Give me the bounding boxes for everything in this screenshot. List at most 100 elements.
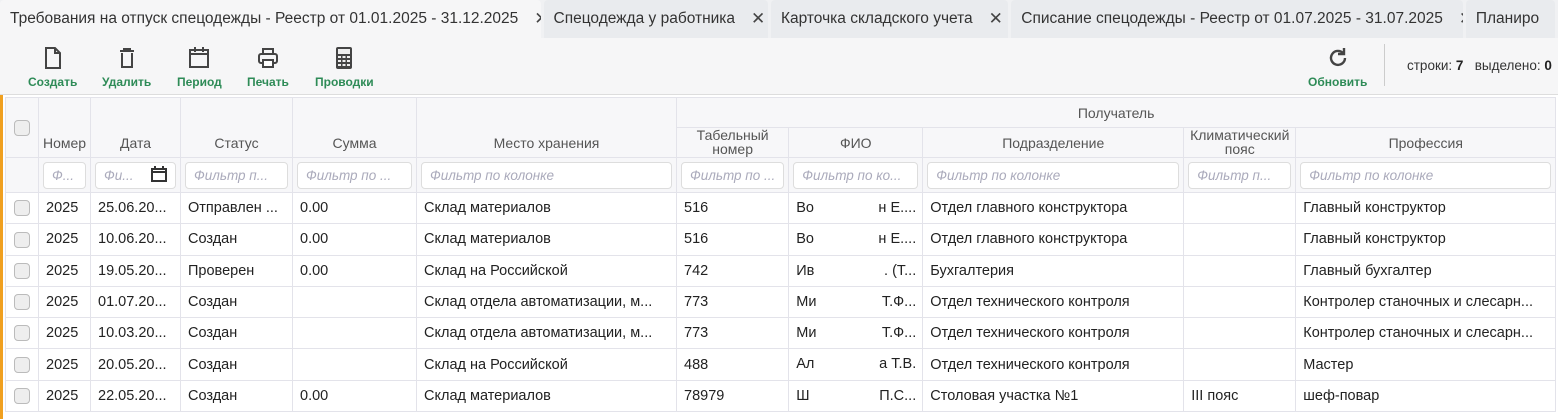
row-checkbox[interactable] [14, 262, 30, 279]
cell-tab-number: 773 [675, 317, 790, 350]
tab-writeoff-registry[interactable]: Списание спецодежды - Реестр от 01.07.20… [1011, 0, 1463, 38]
cell-fio: Ми Т.Ф... [788, 317, 924, 350]
filter-placeholder: Ф... [52, 167, 74, 183]
cell-profession: Контролер станочных и слесарн... [1295, 317, 1557, 350]
filter-cell: Фильтр по ... [675, 157, 790, 193]
filter-cell: Фильтр по колонке [1295, 157, 1557, 193]
row-checkbox[interactable] [14, 388, 30, 405]
cell-number: 2025 [38, 285, 91, 319]
header-sum[interactable]: Сумма [292, 97, 417, 158]
fio-end: н Е.... [878, 231, 917, 248]
filter-climate-zone-input[interactable]: Фильтр п... [1188, 161, 1292, 189]
calendar-icon[interactable] [151, 165, 167, 185]
fio-start: Ал [796, 356, 815, 373]
period-button[interactable]: Период [177, 46, 222, 89]
cell-climate-zone: III пояс [1183, 379, 1297, 413]
cell-profession: Главный бухгалтер [1295, 254, 1557, 287]
filter-tab-number-input[interactable]: Фильтр по ... [681, 161, 785, 189]
close-icon[interactable]: ✕ [988, 9, 1003, 28]
tab-planning[interactable]: Планиро [1465, 0, 1555, 38]
header-department[interactable]: Подразделение [922, 127, 1185, 158]
header-date[interactable]: Дата [90, 97, 181, 158]
filter-profession-input[interactable]: Фильтр по колонке [1300, 161, 1552, 189]
row-checkbox[interactable] [14, 200, 30, 217]
row-checkbox[interactable] [14, 356, 30, 373]
delete-button[interactable]: Удалить [102, 46, 151, 89]
header-fio[interactable]: ФИО [788, 127, 924, 158]
filter-placeholder: Фильтр по ... [690, 167, 776, 183]
filter-cell: Фильтр по ... [292, 157, 417, 193]
header-profession[interactable]: Профессия [1295, 127, 1557, 158]
refresh-label: Обновить [1308, 75, 1368, 89]
cell-storage: Склад материалов [416, 223, 677, 256]
row-select-cell [5, 191, 39, 225]
select-all-checkbox[interactable] [14, 120, 30, 137]
calculator-icon [336, 47, 353, 69]
header-storage[interactable]: Место хранения [416, 97, 677, 158]
tab-label: Спецодежда у работника [553, 10, 736, 27]
close-icon[interactable]: ✕ [1459, 9, 1463, 29]
table-row[interactable]: 2025 20.05.20... Создан Склад на Российской… [5, 348, 1557, 381]
print-button[interactable]: Печать [247, 46, 289, 89]
header-number[interactable]: Номер [38, 97, 91, 158]
filter-cell: Фильтр по колонке [922, 157, 1185, 193]
print-label: Печать [247, 75, 289, 89]
file-icon [44, 47, 61, 69]
row-select-cell [5, 223, 39, 256]
table-row[interactable]: 2025 25.06.20... Отправлен ... 0.00 Склад ма… [5, 191, 1557, 225]
create-button[interactable]: Создать [28, 46, 77, 89]
filter-sum-input[interactable]: Фильтр по ... [297, 161, 412, 189]
filter-cell: Фильтр п... [1183, 157, 1297, 193]
filter-date-input[interactable]: Фи... [95, 161, 176, 189]
fio-end: Т.Ф... [881, 325, 917, 342]
cell-storage: Склад на Российской [416, 254, 677, 287]
rows-label: строки: [1407, 58, 1453, 73]
row-checkbox[interactable] [14, 231, 30, 248]
cell-date: 25.06.20... [90, 191, 181, 225]
header-status[interactable]: Статус [180, 97, 293, 158]
filter-status-input[interactable]: Фильтр п... [185, 161, 288, 189]
table-row[interactable]: 2025 10.03.20... Создан Склад отдела автома… [5, 317, 1557, 350]
row-checkbox[interactable] [14, 294, 30, 311]
cell-tab-number: 516 [675, 223, 790, 256]
header-climate-zone[interactable]: Климатический пояс [1183, 127, 1297, 158]
header-tab-number[interactable]: Табельный номер [675, 127, 790, 158]
fio-start: Ив [796, 262, 815, 279]
cell-status: Создан [180, 379, 293, 413]
tab-stock-card[interactable]: Карточка складского учета ✕ [770, 0, 1009, 38]
filter-placeholder: Фильтр по ко... [802, 167, 902, 183]
filter-department-input[interactable]: Фильтр по колонке [927, 161, 1180, 189]
filter-storage-input[interactable]: Фильтр по колонке [421, 161, 672, 189]
table-row[interactable]: 2025 19.05.20... Проверен 0.00 Склад на Росс… [5, 254, 1557, 287]
trash-icon [119, 48, 134, 68]
fio-start: Во [796, 231, 814, 248]
filter-placeholder: Фи... [104, 167, 134, 183]
cell-number: 2025 [38, 191, 91, 225]
filter-spacer [5, 157, 39, 193]
cell-tab-number: 773 [675, 285, 790, 319]
cell-storage: Склад на Российской [416, 348, 677, 381]
cell-department: Отдел главного конструктора [922, 223, 1185, 256]
period-label: Период [177, 75, 222, 89]
refresh-button[interactable]: Обновить [1308, 46, 1367, 89]
cell-sum: 0.00 [292, 379, 417, 413]
close-icon[interactable]: ✕ [751, 9, 766, 28]
filter-placeholder: Фильтр по колонке [936, 167, 1061, 183]
close-icon[interactable]: ✕ [534, 9, 540, 29]
cell-profession: Главный конструктор [1295, 223, 1557, 256]
delete-label: Удалить [102, 75, 152, 89]
filter-number-input[interactable]: Ф... [43, 161, 86, 189]
cell-fio: Ш П.С... [788, 379, 924, 413]
table-row[interactable]: 2025 10.06.20... Создан 0.00 Склад материало… [5, 223, 1557, 256]
table-row[interactable]: 2025 22.05.20... Создан 0.00 Склад материало… [5, 379, 1557, 413]
table-row[interactable]: 2025 01.07.20... Создан Склад отдела автома… [5, 285, 1557, 319]
tab-requests-registry[interactable]: Требования на отпуск спецодежды - Реестр… [0, 0, 541, 38]
tab-worker-clothing[interactable]: Спецодежда у работника ✕ [543, 0, 768, 38]
postings-button[interactable]: Проводки [315, 46, 374, 89]
row-select-cell [5, 317, 39, 350]
row-checkbox[interactable] [14, 325, 30, 342]
cell-number: 2025 [38, 379, 91, 413]
tab-label: Карточка складского учета [780, 10, 973, 27]
filter-fio-input[interactable]: Фильтр по ко... [793, 161, 919, 189]
cell-status: Отправлен ... [180, 191, 293, 225]
